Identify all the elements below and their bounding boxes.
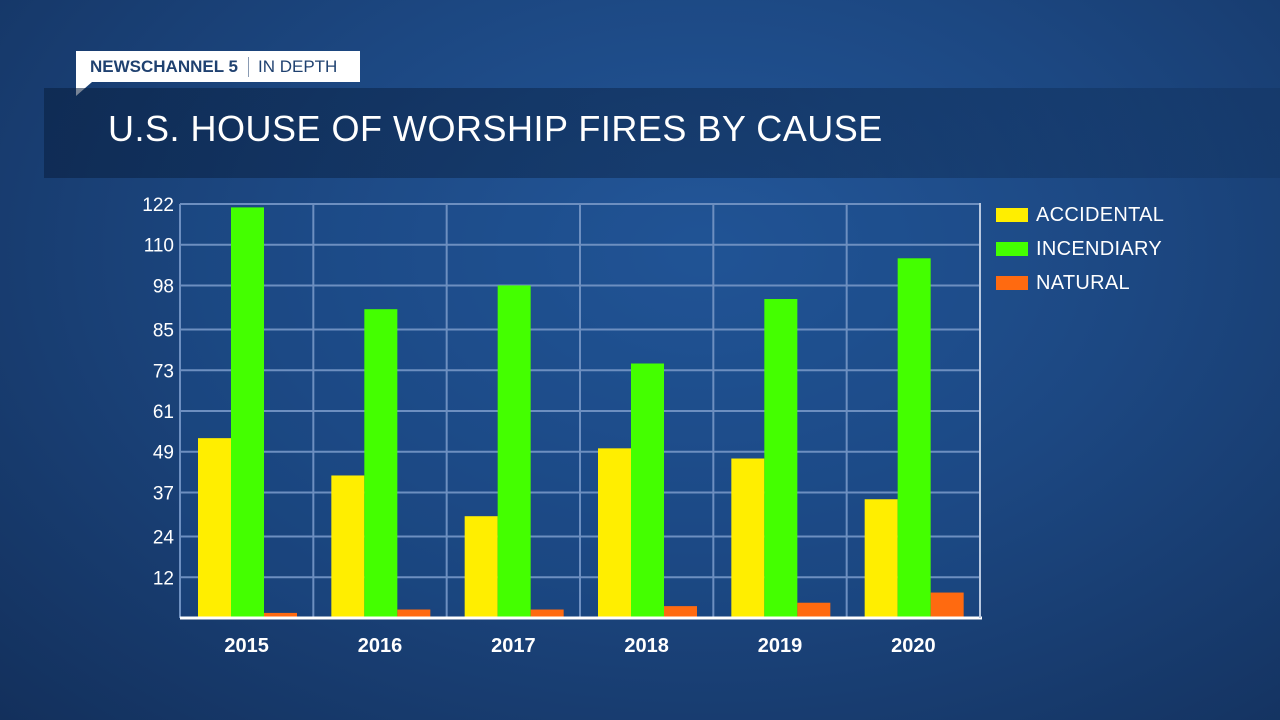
x-tick-label: 2020 [891, 635, 936, 657]
legend-label: ACCIDENTAL [1036, 203, 1165, 226]
y-tick-label: 98 [153, 276, 174, 297]
y-tick-label: 49 [153, 443, 174, 464]
legend-label: INCENDIARY [1036, 237, 1162, 260]
bar-natural-2020 [930, 592, 964, 618]
legend-swatch [996, 208, 1028, 222]
bar-incendiary-2020 [897, 258, 931, 618]
bar-natural-2015 [264, 612, 297, 618]
x-tick-label: 2019 [758, 635, 803, 657]
bar-accidental-2015 [198, 438, 231, 618]
y-tick-label: 37 [153, 483, 174, 504]
title-band [44, 88, 1280, 178]
bar-incendiary-2018 [631, 363, 664, 618]
y-tick-label: 73 [153, 361, 174, 382]
bar-natural-2017 [530, 609, 564, 618]
legend-item-natural: NATURAL [996, 266, 1164, 300]
legend-item-accidental: ACCIDENTAL [996, 198, 1164, 232]
bar-incendiary-2019 [764, 299, 798, 618]
legend-item-incendiary: INCENDIARY [996, 232, 1164, 266]
bar-accidental-2017 [464, 516, 498, 618]
legend-label: NATURAL [1036, 271, 1130, 294]
x-tick-label: 2016 [358, 635, 403, 657]
x-tick-label: 2015 [224, 635, 269, 657]
bar-incendiary-2016 [364, 309, 398, 618]
chart-legend: ACCIDENTAL INCENDIARY NATURAL [996, 198, 1164, 300]
bar-incendiary-2015 [231, 207, 264, 619]
brand-divider [247, 56, 249, 77]
legend-swatch [996, 242, 1028, 256]
chart-title: U.S. HOUSE OF WORSHIP FIRES BY CAUSE [108, 108, 883, 149]
y-tick-label: 110 [144, 236, 174, 257]
y-tick-label: 24 [153, 528, 175, 549]
y-tick-label: 122 [142, 195, 174, 216]
bar-accidental-2018 [598, 448, 631, 618]
bar-natural-2016 [397, 609, 431, 618]
bar-natural-2018 [664, 606, 697, 618]
x-tick-label: 2018 [624, 635, 669, 657]
y-tick-label: 85 [153, 321, 174, 342]
bar-accidental-2016 [331, 475, 365, 618]
bar-incendiary-2017 [497, 285, 531, 618]
bar-natural-2019 [797, 602, 831, 618]
bar-accidental-2020 [864, 499, 898, 618]
legend-swatch [996, 276, 1028, 290]
station-name: NEWSCHANNEL 5 [90, 56, 238, 76]
x-tick-label: 2017 [491, 635, 536, 657]
segment-name: IN DEPTH [257, 56, 338, 76]
bar-accidental-2019 [731, 458, 765, 618]
y-tick-label: 61 [153, 402, 174, 423]
y-tick-label: 12 [153, 568, 174, 589]
brand-tag: NEWSCHANNEL 5 IN DEPTH [76, 51, 360, 82]
